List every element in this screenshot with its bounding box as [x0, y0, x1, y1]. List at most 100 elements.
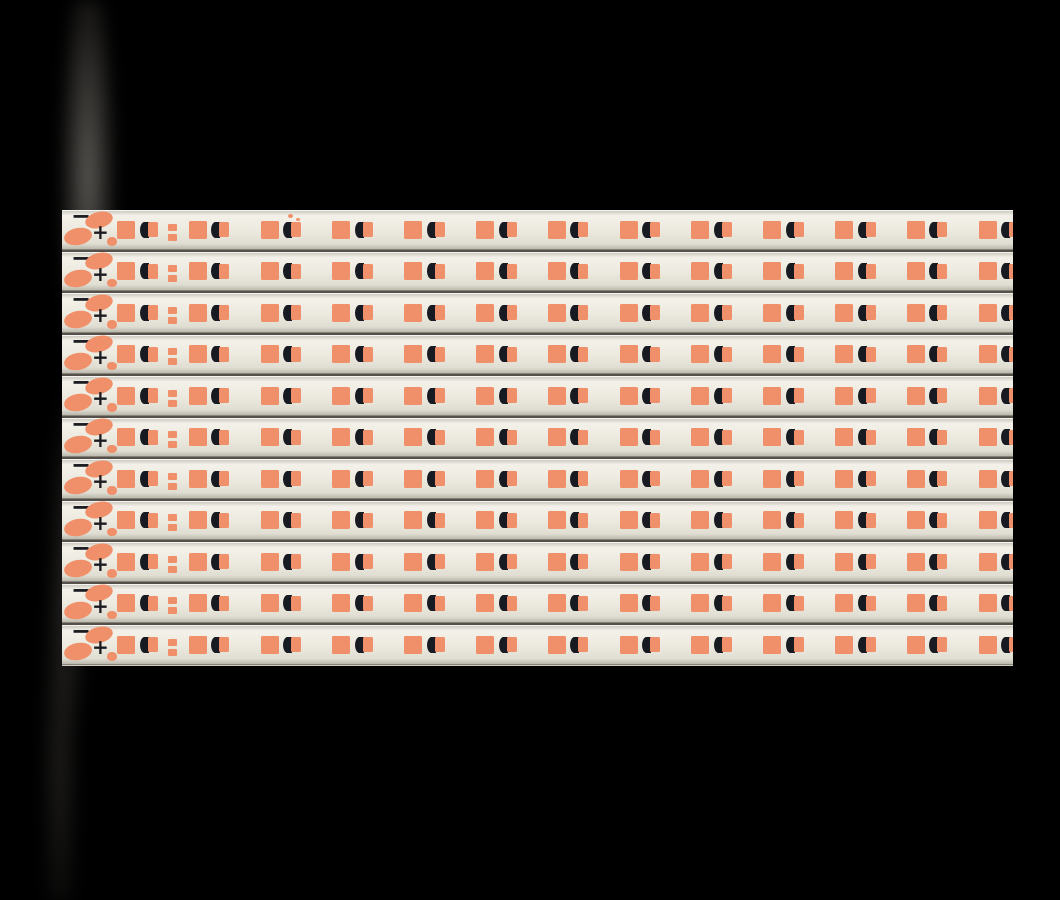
solder-pad-square — [117, 428, 135, 447]
power-terminal: − + — [62, 417, 124, 458]
solder-pad-rect — [362, 554, 373, 570]
led-lens-shadow — [713, 512, 723, 529]
solder-pad-square — [691, 262, 710, 281]
solder-pad-square — [117, 594, 135, 613]
led-footprint — [260, 210, 302, 250]
solder-pad-square — [404, 635, 423, 654]
solder-pad-square — [188, 220, 207, 239]
solder-pad-dot — [107, 278, 117, 288]
solder-pad-square — [260, 635, 279, 654]
led-footprint — [260, 584, 302, 624]
solder-pad-rect — [650, 222, 661, 237]
led-lens-shadow — [139, 512, 149, 529]
solder-pad-dot — [107, 486, 117, 495]
led-footprint — [978, 625, 1013, 665]
led-footprint — [404, 459, 445, 499]
solder-pad-rect — [362, 512, 373, 528]
led-lens-shadow — [211, 553, 221, 570]
solder-pad-square — [835, 386, 853, 405]
power-terminal: − + — [62, 251, 124, 292]
solder-pad-rect — [362, 429, 373, 445]
led-lens-shadow — [642, 636, 652, 653]
led-lens-shadow — [139, 595, 149, 612]
solder-pad-rect — [434, 429, 445, 445]
solder-pad-rect — [578, 346, 589, 362]
solder-pad-rect — [793, 388, 804, 404]
solder-pad-square — [619, 262, 638, 281]
solder-pad-rect — [578, 637, 589, 653]
solder-pad-square — [332, 386, 351, 405]
led-footprint — [476, 252, 517, 292]
led-footprint — [978, 335, 1013, 375]
solder-pad-rect — [506, 637, 517, 653]
led-lens-shadow — [1001, 221, 1011, 238]
led-lens-shadow — [283, 387, 293, 404]
solder-pad-rect — [147, 388, 158, 404]
led-footprint — [547, 376, 589, 416]
solder-pad — [168, 555, 177, 563]
solder-pad-rect — [793, 222, 804, 237]
led-lens-shadow — [1001, 263, 1011, 280]
led-footprint — [906, 584, 948, 624]
led-footprint — [906, 459, 948, 499]
solder-pad-rect — [650, 471, 661, 487]
led-footprint — [404, 376, 445, 416]
solder-pad-rect — [650, 595, 661, 611]
solder-pad — [168, 306, 177, 314]
led-lens-shadow — [713, 387, 723, 404]
led-footprint — [404, 625, 445, 665]
solder-pad-square — [260, 386, 279, 405]
led-lens-shadow — [426, 429, 436, 446]
solder-pad-square — [260, 594, 279, 613]
led-lens-shadow — [211, 470, 221, 487]
solder-pad-rect — [937, 388, 948, 404]
solder-pad-square — [476, 635, 494, 654]
solder-pad-square — [260, 262, 279, 281]
solder-pad-square — [978, 262, 997, 281]
led-footprint — [332, 542, 373, 582]
led-lens-shadow — [354, 221, 364, 238]
solder-pad-square — [476, 386, 494, 405]
solder-pad-square — [404, 345, 423, 364]
led-footprint — [117, 542, 158, 582]
led-footprint — [260, 335, 302, 375]
solder-pad-square — [619, 345, 638, 364]
led-lens-shadow — [1001, 470, 1011, 487]
led-footprint — [763, 210, 804, 250]
solder-pad-square — [691, 345, 710, 364]
resistor-pad-pair — [168, 459, 177, 499]
led-lens-shadow — [211, 429, 221, 446]
solder-pad-rect — [506, 595, 517, 611]
led-footprint — [835, 335, 876, 375]
led-footprint — [404, 501, 445, 541]
led-footprint — [763, 376, 804, 416]
solder-pad-rect — [865, 263, 876, 279]
led-lens-shadow — [283, 263, 293, 280]
solder-pad-square — [619, 635, 638, 654]
solder-pad-square — [906, 594, 925, 613]
led-lens-shadow — [642, 263, 652, 280]
led-lens-shadow — [1001, 553, 1011, 570]
solder-pad-rect — [650, 512, 661, 528]
solder-pad-rect — [793, 554, 804, 570]
led-strip: − + — [62, 293, 1013, 333]
solder-pad-rect — [506, 222, 517, 237]
solder-pad-square — [619, 220, 638, 239]
solder-pad-rect — [937, 512, 948, 528]
solder-pad-rect — [937, 429, 948, 445]
solder-pad-rect — [506, 554, 517, 570]
led-lens-shadow — [211, 512, 221, 529]
solder-pad-square — [906, 386, 925, 405]
solder-pad-rect — [219, 554, 230, 570]
solder-pad-rect — [1009, 512, 1013, 528]
solder-pad-rect — [362, 471, 373, 487]
led-footprint — [691, 335, 732, 375]
led-footprint — [476, 335, 517, 375]
led-lens-shadow — [642, 512, 652, 529]
led-footprint — [332, 376, 373, 416]
solder-pad-square — [547, 635, 566, 654]
power-terminal: − + — [62, 583, 124, 624]
led-footprint — [691, 584, 732, 624]
solder-pad — [168, 441, 177, 449]
solder-pad-square — [188, 303, 207, 322]
